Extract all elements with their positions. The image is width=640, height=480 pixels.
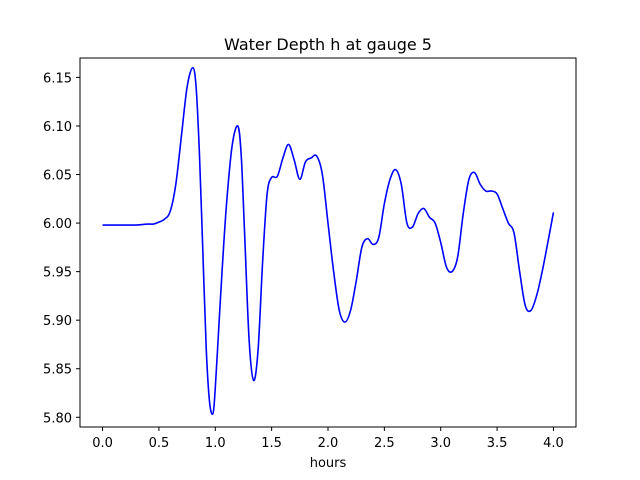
plot-frame [79, 57, 577, 428]
plot-area [102, 66, 555, 416]
y-tick-label: 5.95 [43, 266, 72, 281]
water-depth-series-line [102, 66, 555, 416]
x-tick-label: 2.0 [318, 436, 339, 451]
y-tick-label: 5.90 [43, 314, 72, 329]
x-tick-label: 3.5 [487, 436, 508, 451]
x-tick-label: 1.0 [205, 436, 226, 451]
y-tick-label: 5.80 [43, 411, 72, 426]
x-axis-ticks: 0.0 0.5 1.0 1.5 2.0 2.5 3.0 3.5 4.0 [92, 427, 564, 451]
y-axis-ticks: 5.80 5.85 5.90 5.95 6.00 6.05 6.10 6.15 [43, 71, 80, 426]
y-tick-label: 5.85 [43, 363, 72, 378]
y-tick-label: 6.15 [43, 71, 72, 86]
chart-title: Water Depth h at gauge 5 [224, 35, 432, 54]
x-axis-label: hours [310, 456, 347, 471]
x-tick-label: 0.0 [92, 436, 113, 451]
x-tick-label: 2.5 [374, 436, 395, 451]
x-tick-label: 4.0 [543, 436, 564, 451]
y-tick-label: 6.00 [43, 217, 72, 232]
x-tick-label: 0.5 [149, 436, 170, 451]
y-tick-label: 6.05 [43, 169, 72, 184]
x-tick-label: 3.0 [430, 436, 451, 451]
y-tick-label: 6.10 [43, 120, 72, 135]
x-tick-label: 1.5 [261, 436, 282, 451]
